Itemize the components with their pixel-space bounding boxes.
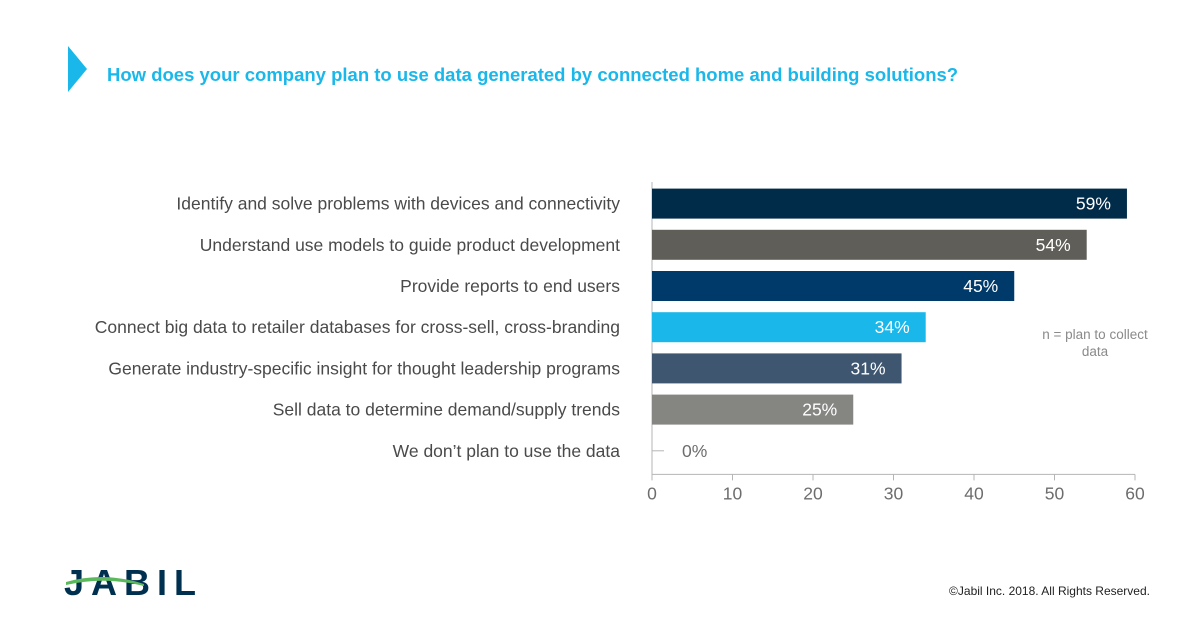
category-label: Identify and solve problems with devices… [176, 194, 620, 214]
value-label: 59% [1076, 194, 1111, 214]
value-label: 34% [875, 317, 910, 337]
x-tick-label: 40 [964, 483, 984, 503]
bar [652, 271, 1015, 301]
bar [652, 229, 1087, 260]
copyright-text: ©Jabil Inc. 2018. All Rights Reserved. [949, 584, 1150, 598]
x-tick-label: 30 [884, 483, 904, 503]
bar [652, 312, 926, 343]
value-label: 45% [963, 276, 998, 296]
value-label: 54% [1036, 235, 1071, 255]
category-label: Generate industry-specific insight for t… [108, 358, 620, 378]
logo-text: JABIL [64, 565, 203, 603]
bar [652, 394, 854, 425]
logo-swoosh-icon [66, 576, 144, 586]
category-label: Sell data to determine demand/supply tre… [273, 400, 621, 420]
category-label: Connect big data to retailer databases f… [95, 317, 620, 337]
value-label: 0% [682, 441, 707, 461]
chart-annotation: n = plan to collect data [1042, 327, 1148, 359]
x-tick-label: 50 [1045, 483, 1065, 503]
x-tick-label: 20 [803, 483, 823, 503]
bar [652, 353, 902, 384]
category-label: Provide reports to end users [400, 276, 620, 296]
x-tick-label: 60 [1125, 483, 1145, 503]
page-title: How does your company plan to use data g… [107, 64, 959, 85]
bar [652, 188, 1127, 219]
value-label: 25% [802, 400, 837, 420]
title-marker-icon [68, 46, 87, 92]
category-label: We don’t plan to use the data [393, 441, 621, 461]
jabil-logo: JABIL [64, 562, 244, 610]
category-label: Understand use models to guide product d… [200, 235, 620, 255]
x-tick-label: 10 [723, 483, 743, 503]
value-label: 31% [851, 358, 886, 378]
x-tick-label: 0 [647, 483, 657, 503]
